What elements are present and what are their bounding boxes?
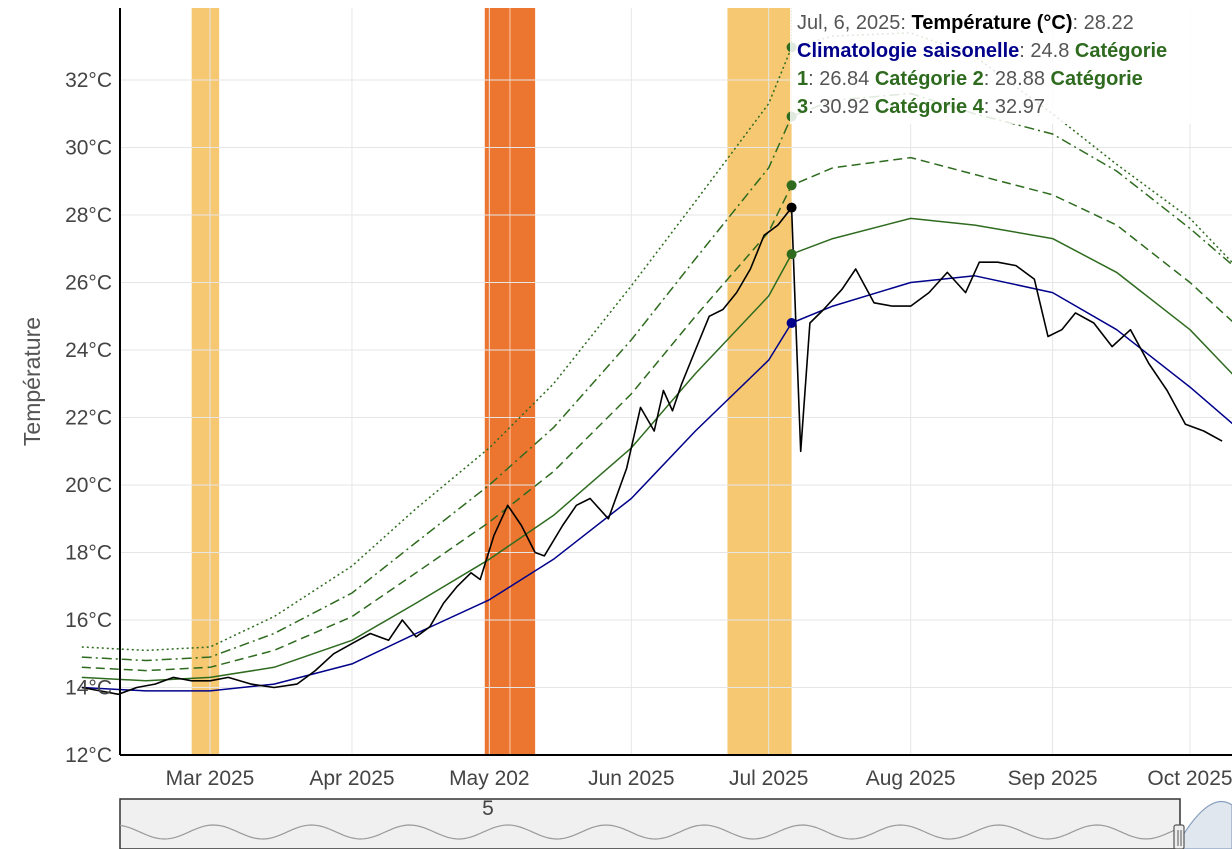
y-axis-title: Température (19, 317, 45, 446)
tooltip-line: Climatologie saisonelle: 24.8 Catégorie (797, 40, 1167, 62)
tooltip-background (790, 6, 1232, 124)
range-slider[interactable]: 5 (119, 797, 1232, 849)
x-tick-label: Apr 2025 (309, 767, 394, 790)
hover-point (786, 249, 797, 260)
series-line-climatologie-saisonelle (81, 275, 1232, 692)
tooltip-line: Jul, 6, 2025: Température (°C): 28.22 (797, 12, 1134, 34)
range-slider-outside (1179, 800, 1232, 849)
x-tick-label: Mar 2025 (166, 767, 255, 790)
x-tick-label: Jun 2025 (588, 767, 674, 790)
y-tick-label: 32°C (65, 69, 112, 92)
range-slider-preview (119, 824, 1181, 840)
tooltip-segment: : 26.84 (808, 68, 875, 90)
series-line-cat-gorie-1 (81, 217, 1232, 682)
category-band (727, 8, 792, 755)
x-tick-label: May 202 (449, 767, 530, 790)
tooltip-segment: Climatologie saisonelle (797, 40, 1019, 62)
tooltip-segment: : 28.22 (1073, 12, 1134, 34)
y-tick-label: 26°C (65, 272, 112, 295)
tooltip-segment: : 30.92 (808, 96, 875, 118)
series-line-temp-rature-c (81, 206, 1223, 696)
hover-point (786, 180, 797, 191)
range-slider-track (119, 798, 1181, 849)
y-tick-label: 20°C (65, 474, 112, 497)
tooltip-segment: 1 (797, 68, 808, 90)
hover-point (786, 202, 797, 213)
tooltip-segment: : (900, 12, 911, 34)
series-line-cat-gorie-3 (81, 92, 1232, 662)
y-tick-label: 22°C (65, 407, 112, 430)
range-slider-label: 5 (482, 797, 494, 820)
tooltip-segment: Température (°C) (912, 12, 1073, 34)
series-line-cat-gorie-2 (81, 156, 1232, 672)
tooltip-segment: : 24.8 (1019, 40, 1075, 62)
tooltip-line: 3: 30.92 Catégorie 4: 32.97 (797, 96, 1045, 118)
y-tick-label: 18°C (65, 542, 112, 565)
tooltip-segment: Catégorie (1051, 68, 1143, 90)
y-tick-label: 12°C (65, 744, 112, 767)
category-band (191, 8, 220, 755)
hover-tooltip: Jul, 6, 2025: Température (°C): 28.22 Cli… (790, 6, 1232, 124)
hover-point (786, 318, 797, 328)
series-lines (81, 32, 1232, 696)
y-tick-label: 16°C (65, 609, 112, 632)
x-tick-label: Aug 2025 (866, 767, 956, 790)
x-tick-label: Jul 2025 (729, 767, 808, 790)
x-tick-label: Oct 2025 (1147, 767, 1232, 790)
category-bands (191, 8, 792, 755)
axes: 12°C 14°C 16°C 18°C 20°C 22°C 24°C 26°C 28°C 30°C… (65, 8, 1232, 790)
tooltip-segment: Jul, 6, 2025 (797, 12, 900, 34)
range-slider-handle[interactable] (1173, 824, 1185, 849)
tooltip-segment: 3 (797, 96, 808, 118)
y-tick-label: 24°C (65, 339, 112, 362)
tooltip-segment: Catégorie 4 (875, 96, 985, 118)
tooltip-segment: : 32.97 (984, 96, 1045, 118)
y-tick-label: 30°C (65, 137, 112, 160)
tooltip-line: 1: 26.84 Catégorie 2: 28.88 Catégorie (797, 68, 1143, 90)
y-tick-label: 28°C (65, 204, 112, 227)
tooltip-segment: Catégorie (1075, 40, 1167, 62)
y-tick-label: 14°C (65, 677, 112, 700)
series-line-cat-gorie-4 (81, 32, 1232, 652)
x-tick-label: Sep 2025 (1008, 767, 1098, 790)
tooltip-segment: : 28.88 (984, 68, 1051, 90)
tooltip-segment: Catégorie 2 (875, 68, 984, 90)
